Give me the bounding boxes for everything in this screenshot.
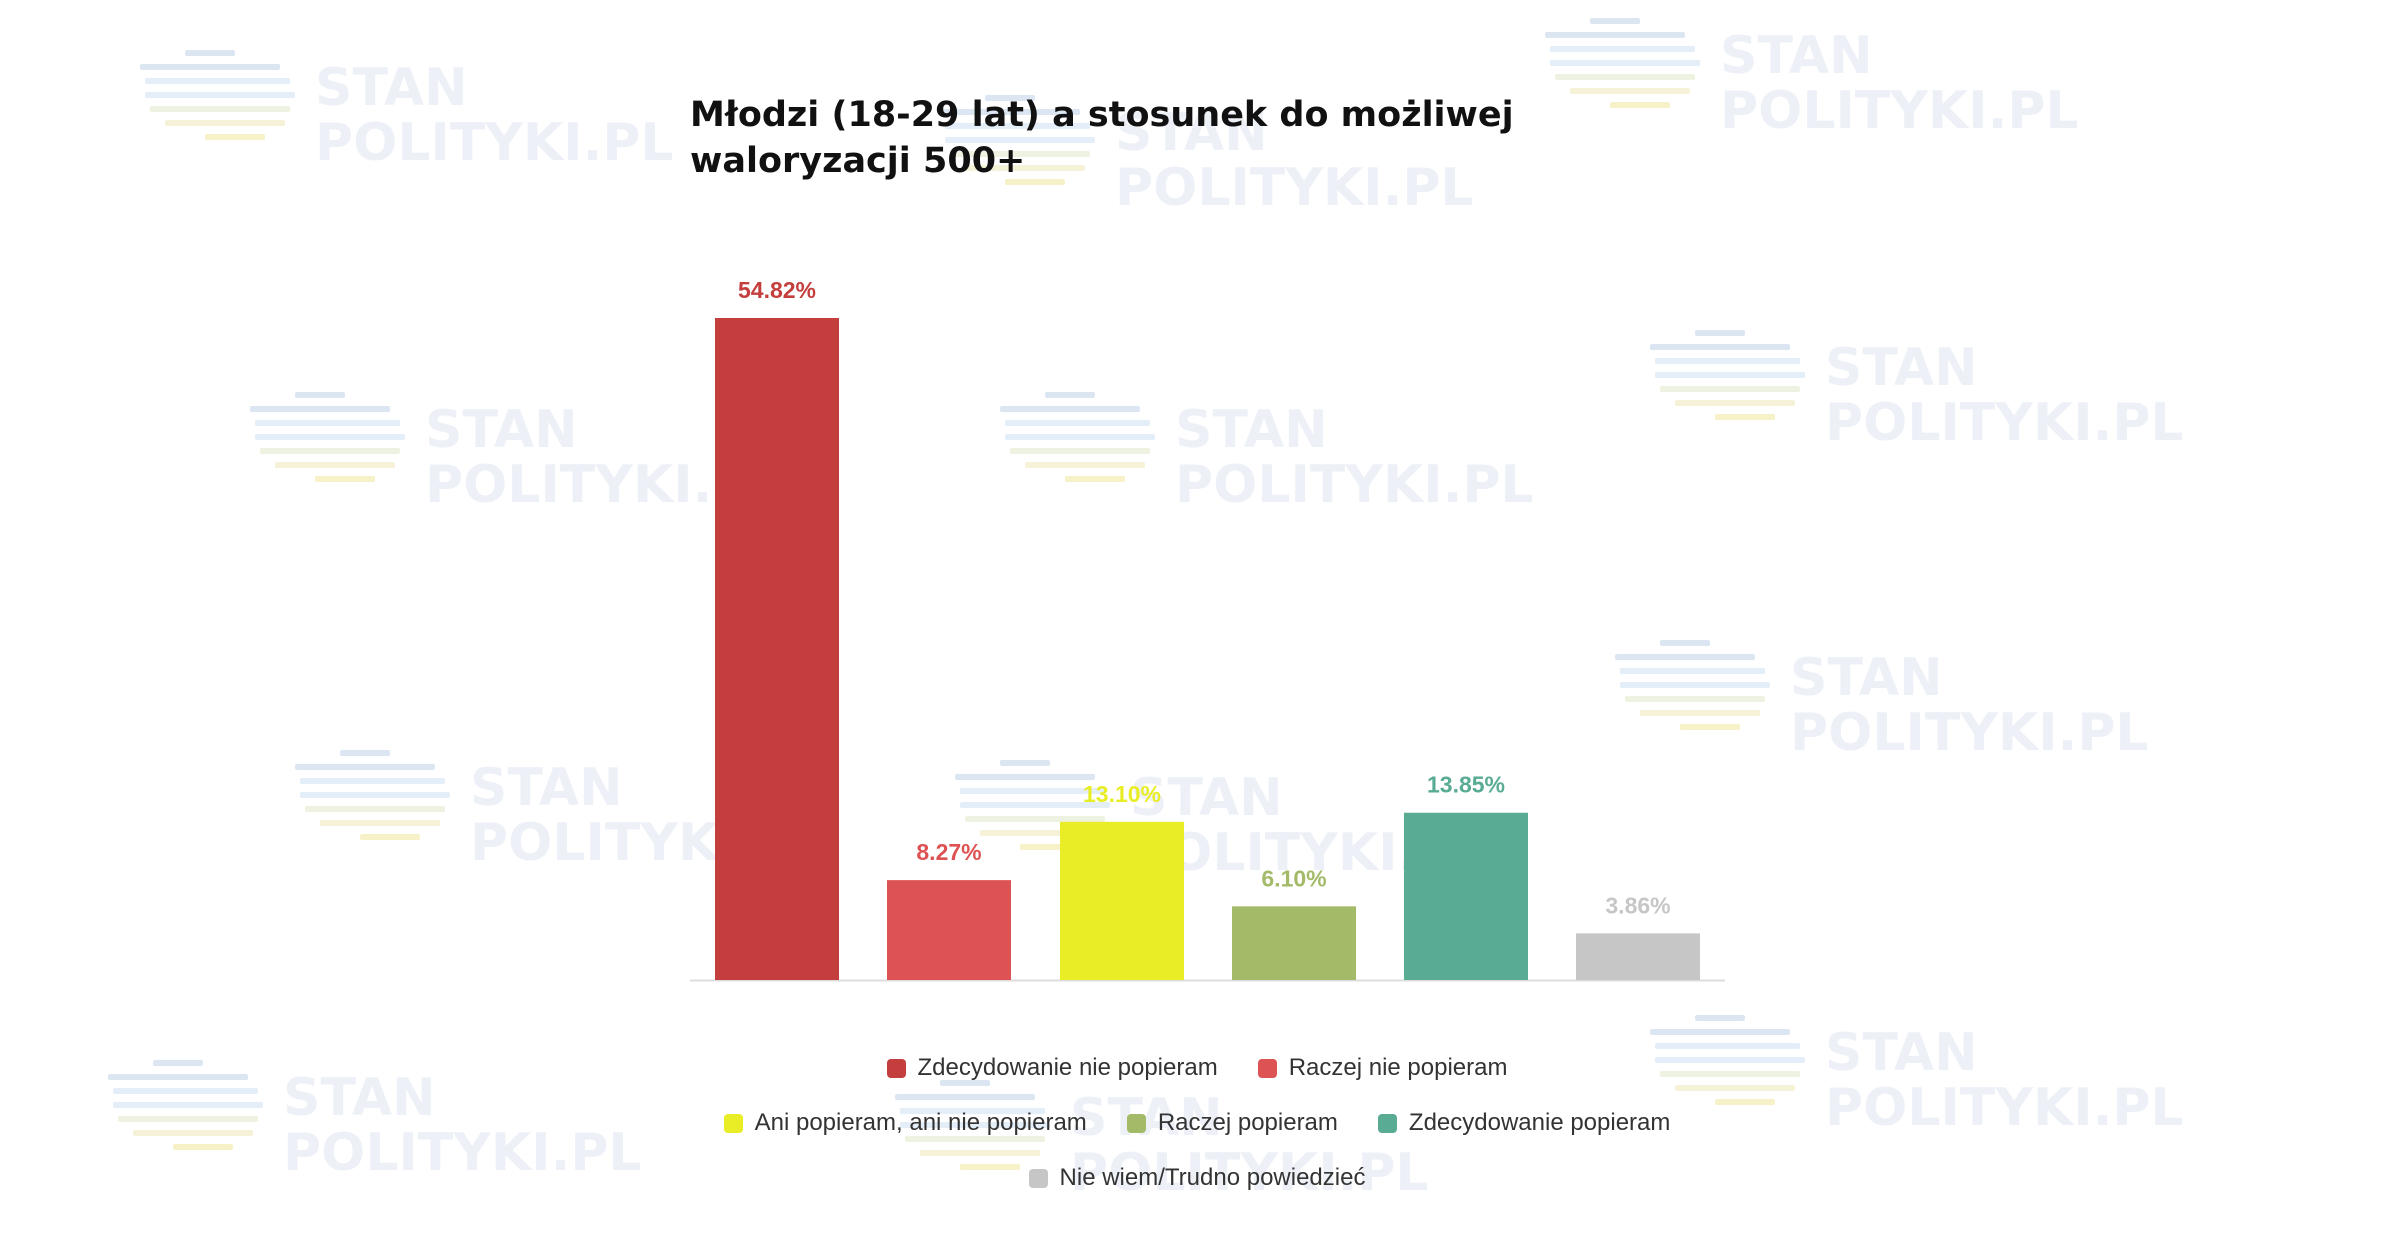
legend-item-zdecydowanie-nie-popieram[interactable]: Zdecydowanie nie popieram	[886, 1054, 1218, 1082]
watermark-line-1: STAN	[1825, 1023, 1978, 1083]
watermark-line-1: STAN	[1790, 648, 1943, 708]
legend-label: Nie wiem/Trudno powiedzieć	[1059, 1164, 1366, 1191]
bar[interactable]	[1232, 906, 1356, 980]
legend-item-nie-wiem[interactable]: Nie wiem/Trudno powiedzieć	[1028, 1164, 1366, 1192]
bar[interactable]	[1060, 821, 1184, 980]
watermark-line-2: POLITYKI.PL	[1175, 455, 1534, 515]
legend-row-3: Nie wiem/Trudno powiedzieć	[0, 1164, 2394, 1192]
watermark-line-1: STAN	[315, 58, 468, 118]
bar-value-label: 8.27%	[916, 839, 981, 865]
legend-label: Raczej popieram	[1157, 1109, 1338, 1136]
watermark-line-2: POLITYKI.PL	[1070, 1143, 1429, 1203]
watermark-line-2: POLITYKI.PL	[1790, 703, 2149, 763]
watermark-line-1: STAN	[470, 758, 623, 818]
legend-item-zdecydowanie-popieram[interactable]: Zdecydowanie popieram	[1377, 1109, 1671, 1137]
bar-value-label: 3.86%	[1605, 892, 1670, 918]
legend-row-2: Ani popieram, ani nie popieram Raczej po…	[0, 1109, 2394, 1137]
legend-swatch	[1126, 1113, 1146, 1133]
legend-swatch	[1377, 1113, 1397, 1133]
legend-label: Zdecydowanie nie popieram	[917, 1054, 1218, 1081]
legend-label: Zdecydowanie popieram	[1408, 1109, 1671, 1136]
bar[interactable]	[1576, 933, 1700, 980]
bar[interactable]	[1404, 812, 1528, 980]
watermark-line-1: STAN	[1175, 400, 1328, 460]
legend-swatch	[886, 1058, 906, 1078]
watermark-line-2: POLITYKI.PL	[283, 1123, 642, 1183]
watermark-line-2: POLITYKI.PL	[1115, 158, 1474, 218]
legend-label: Ani popieram, ani nie popieram	[754, 1109, 1087, 1136]
watermark-line-2: POLITYKI.PL	[315, 113, 674, 173]
legend-swatch	[1257, 1058, 1277, 1078]
bar-value-label: 6.10%	[1261, 865, 1326, 891]
watermark-line-1: STAN	[1115, 103, 1268, 163]
watermark-line-1: STAN	[1070, 1088, 1223, 1148]
watermark-line-2: POLITYKI.PL	[1825, 1078, 2184, 1138]
legend-label: Raczej nie popieram	[1288, 1054, 1508, 1081]
bar[interactable]	[887, 880, 1011, 980]
watermark-line-1: STAN	[283, 1068, 436, 1128]
legend-row-1: Zdecydowanie nie popieram Raczej nie pop…	[0, 1054, 2394, 1082]
bar[interactable]	[715, 318, 839, 980]
watermark-line-2: POLITYKI.PL	[1720, 81, 2079, 141]
legend-item-raczej-nie-popieram[interactable]: Raczej nie popieram	[1257, 1054, 1508, 1082]
legend-item-ani-popieram-ani-nie-popieram[interactable]: Ani popieram, ani nie popieram	[723, 1109, 1087, 1137]
legend-swatch	[1028, 1168, 1048, 1188]
watermark-line-1: STAN	[1825, 338, 1978, 398]
watermark-line-2: POLITYKI.PL	[1825, 393, 2184, 453]
watermark-line-1: STAN	[1720, 26, 1873, 86]
legend-item-raczej-popieram[interactable]: Raczej popieram	[1126, 1109, 1338, 1137]
bar-value-label: 13.10%	[1083, 781, 1161, 807]
bar-value-label: 54.82%	[738, 277, 816, 303]
watermark-line-1: STAN	[425, 400, 578, 460]
chart-title: Młodzi (18-29 lat) a stosunek do możliwe…	[690, 95, 1514, 181]
legend-swatch	[723, 1113, 743, 1133]
watermark-line-1: STAN	[1130, 768, 1283, 828]
bar-value-label: 13.85%	[1427, 772, 1505, 798]
